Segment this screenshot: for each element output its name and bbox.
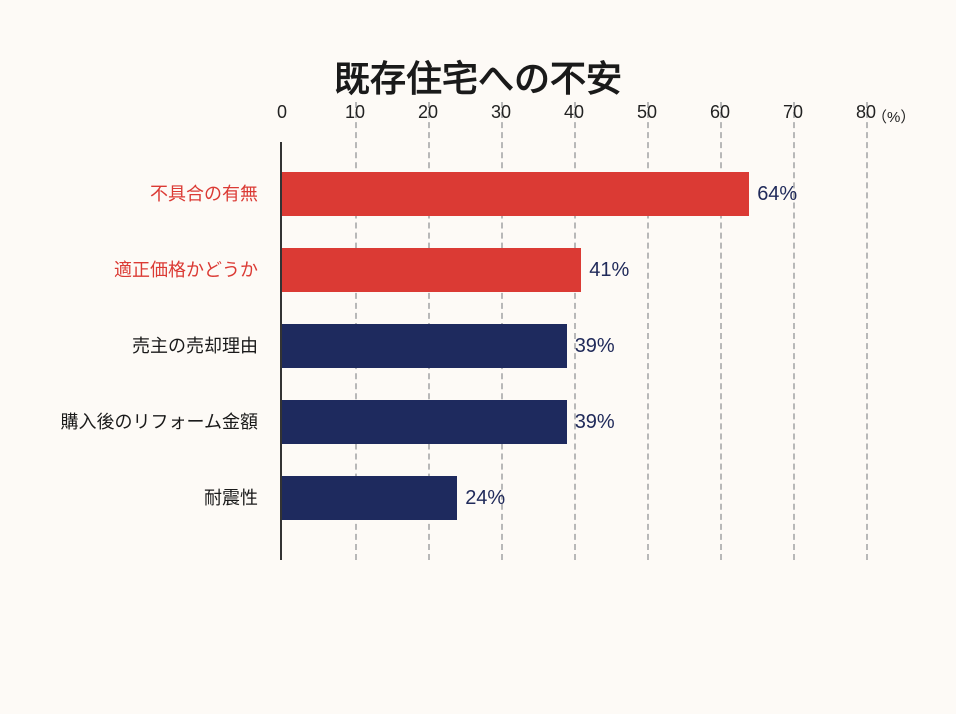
axis-unit-label: （%） <box>872 106 915 127</box>
x-tick-label: 60 <box>710 102 730 123</box>
chart-title: 既存住宅への不安 <box>60 50 896 102</box>
plot-area: 01020304050607080（%）不具合の有無64%適正価格かどうか41%… <box>280 142 866 560</box>
value-label: 24% <box>465 487 505 510</box>
bar <box>282 248 581 292</box>
bar-row: 耐震性24% <box>282 476 866 520</box>
bar-row: 適正価格かどうか41% <box>282 248 866 292</box>
value-label: 39% <box>575 411 615 434</box>
category-label: 適正価格かどうか <box>114 248 258 292</box>
x-tick-label: 50 <box>637 102 657 123</box>
chart-wrap: 01020304050607080（%）不具合の有無64%適正価格かどうか41%… <box>280 142 866 560</box>
x-tick-label: 70 <box>783 102 803 123</box>
category-label: 購入後のリフォーム金額 <box>61 400 258 444</box>
chart-container: 既存住宅への不安 01020304050607080（%）不具合の有無64%適正… <box>0 0 956 714</box>
bar-row: 不具合の有無64% <box>282 172 866 216</box>
category-label: 売主の売却理由 <box>132 324 258 368</box>
value-label: 64% <box>757 183 797 206</box>
x-tick-label: 40 <box>564 102 584 123</box>
bar <box>282 324 567 368</box>
bar <box>282 172 749 216</box>
bar-row: 購入後のリフォーム金額39% <box>282 400 866 444</box>
bar <box>282 400 567 444</box>
category-label: 不具合の有無 <box>150 172 258 216</box>
x-tick-label: 20 <box>418 102 438 123</box>
x-tick-label: 10 <box>345 102 365 123</box>
grid-line <box>866 102 868 560</box>
x-tick-label: 30 <box>491 102 511 123</box>
value-label: 41% <box>589 259 629 282</box>
value-label: 39% <box>575 335 615 358</box>
bar <box>282 476 457 520</box>
x-tick-label: 0 <box>277 102 287 123</box>
category-label: 耐震性 <box>204 476 258 520</box>
bar-row: 売主の売却理由39% <box>282 324 866 368</box>
